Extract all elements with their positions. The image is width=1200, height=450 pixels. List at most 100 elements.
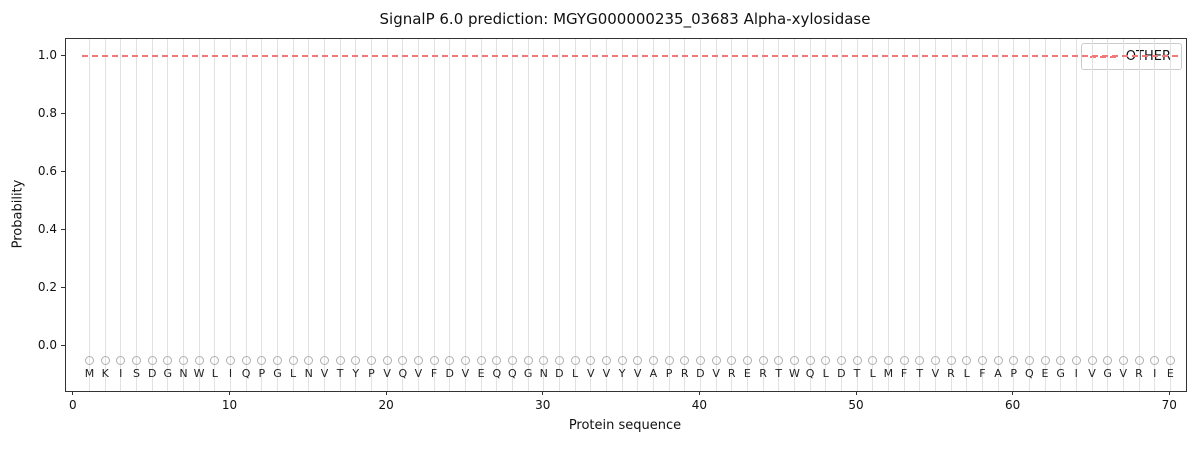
residue-marker-circle bbox=[727, 356, 737, 366]
residue-marker-circle bbox=[241, 356, 251, 366]
y-tick-mark bbox=[61, 344, 65, 346]
residue-marker-circle bbox=[507, 356, 517, 366]
residue-marker-circle bbox=[304, 356, 314, 366]
residue-gridline bbox=[433, 39, 435, 391]
residue-marker-circle bbox=[617, 356, 627, 366]
residue-letter: V bbox=[1119, 366, 1128, 380]
residue-gridline bbox=[1044, 39, 1046, 391]
residue-marker-circle bbox=[758, 356, 768, 366]
residue-letter: I bbox=[1153, 366, 1157, 380]
residue-gridline bbox=[1028, 39, 1030, 391]
x-tick-label: 20 bbox=[378, 398, 394, 412]
y-tick-mark bbox=[61, 170, 65, 172]
residue-marker-circle bbox=[1087, 356, 1097, 366]
residue-letter: K bbox=[101, 366, 109, 380]
residue-gridline bbox=[825, 39, 827, 391]
residue-marker-circle bbox=[977, 356, 987, 366]
residue-gridline bbox=[89, 39, 90, 391]
residue-gridline bbox=[621, 39, 623, 391]
residue-gridline bbox=[449, 39, 451, 391]
residue-letter: E bbox=[1166, 366, 1174, 380]
residue-gridline bbox=[120, 39, 122, 391]
residue-gridline bbox=[840, 39, 842, 391]
residue-marker-circle bbox=[335, 356, 345, 366]
residue-letter: E bbox=[1041, 366, 1049, 380]
residue-gridline bbox=[637, 39, 639, 391]
residue-letter: V bbox=[602, 366, 611, 380]
residue-marker-circle bbox=[899, 356, 909, 366]
residue-letter: N bbox=[539, 366, 548, 380]
residue-letter: E bbox=[743, 366, 751, 380]
residue-gridline bbox=[872, 39, 874, 391]
residue-letter: L bbox=[963, 366, 970, 380]
residue-marker-circle bbox=[382, 356, 392, 366]
residue-letter: D bbox=[696, 366, 705, 380]
residue-gridline bbox=[1013, 39, 1015, 391]
residue-letter: I bbox=[1074, 366, 1078, 380]
residue-marker-circle bbox=[1009, 356, 1019, 366]
residue-gridline bbox=[527, 39, 529, 391]
residue-gridline bbox=[1060, 39, 1062, 391]
residue-letter: M bbox=[84, 366, 95, 380]
residue-letter: A bbox=[649, 366, 658, 380]
x-tick-label: 60 bbox=[1005, 398, 1021, 412]
residue-letter: P bbox=[258, 366, 266, 380]
residue-letter: R bbox=[727, 366, 736, 380]
residue-gridline bbox=[214, 39, 216, 391]
residue-gridline bbox=[887, 39, 889, 391]
residue-marker-circle bbox=[930, 356, 940, 366]
residue-marker-circle bbox=[460, 356, 470, 366]
residue-gridline bbox=[417, 39, 419, 391]
residue-gridline bbox=[480, 39, 482, 391]
residue-gridline bbox=[699, 39, 701, 391]
residue-letter: V bbox=[1088, 366, 1096, 380]
residue-marker-circle bbox=[288, 356, 298, 366]
residue-letter: Q bbox=[508, 366, 517, 380]
residue-marker-circle bbox=[210, 356, 220, 366]
residue-letter: L bbox=[290, 366, 297, 380]
residue-letter: Y bbox=[352, 366, 360, 380]
residue-gridline bbox=[104, 39, 106, 391]
residue-gridline bbox=[731, 39, 733, 391]
other-probability-line bbox=[81, 55, 1179, 58]
residue-marker-circle bbox=[1134, 356, 1144, 366]
residue-gridline bbox=[136, 39, 137, 391]
y-tick-label: 0.0 bbox=[37, 337, 57, 352]
residue-letter: P bbox=[1010, 366, 1017, 380]
residue-letter: G bbox=[163, 366, 173, 380]
x-tick-mark bbox=[385, 391, 387, 395]
residue-marker-circle bbox=[586, 356, 596, 366]
residue-letter: V bbox=[633, 366, 642, 380]
residue-letter: N bbox=[179, 366, 188, 380]
residue-marker-circle bbox=[413, 356, 423, 366]
chart-title: SignalP 6.0 prediction: MGYG000000235_03… bbox=[379, 10, 871, 28]
x-tick-label: 70 bbox=[1161, 398, 1177, 412]
residue-marker-circle bbox=[194, 356, 204, 366]
residue-marker-circle bbox=[351, 356, 361, 366]
residue-letter: Q bbox=[492, 366, 502, 380]
residue-letter: T bbox=[775, 366, 783, 380]
residue-letter: T bbox=[336, 366, 344, 380]
residue-gridline bbox=[511, 39, 513, 391]
residue-marker-circle bbox=[147, 356, 157, 366]
residue-marker-circle bbox=[680, 356, 690, 366]
residue-gridline bbox=[715, 39, 717, 391]
residue-marker-circle bbox=[570, 356, 580, 366]
x-axis-label: Protein sequence bbox=[568, 418, 682, 433]
residue-letter: S bbox=[133, 366, 140, 380]
residue-marker-circle bbox=[1024, 356, 1034, 366]
residue-gridline bbox=[919, 39, 921, 391]
residue-letter: V bbox=[414, 366, 423, 380]
residue-letter: D bbox=[837, 366, 846, 380]
residue-marker-circle bbox=[789, 356, 799, 366]
residue-marker-circle bbox=[554, 356, 564, 366]
residue-gridline bbox=[198, 39, 200, 391]
residue-letter: W bbox=[788, 366, 800, 380]
residue-gridline bbox=[245, 39, 247, 391]
y-tick-label: 0.2 bbox=[37, 279, 57, 294]
residue-gridline bbox=[355, 39, 357, 391]
residue-letter: L bbox=[822, 366, 829, 380]
residue-gridline bbox=[339, 39, 341, 391]
residue-gridline bbox=[277, 39, 278, 391]
residue-gridline bbox=[558, 39, 560, 391]
